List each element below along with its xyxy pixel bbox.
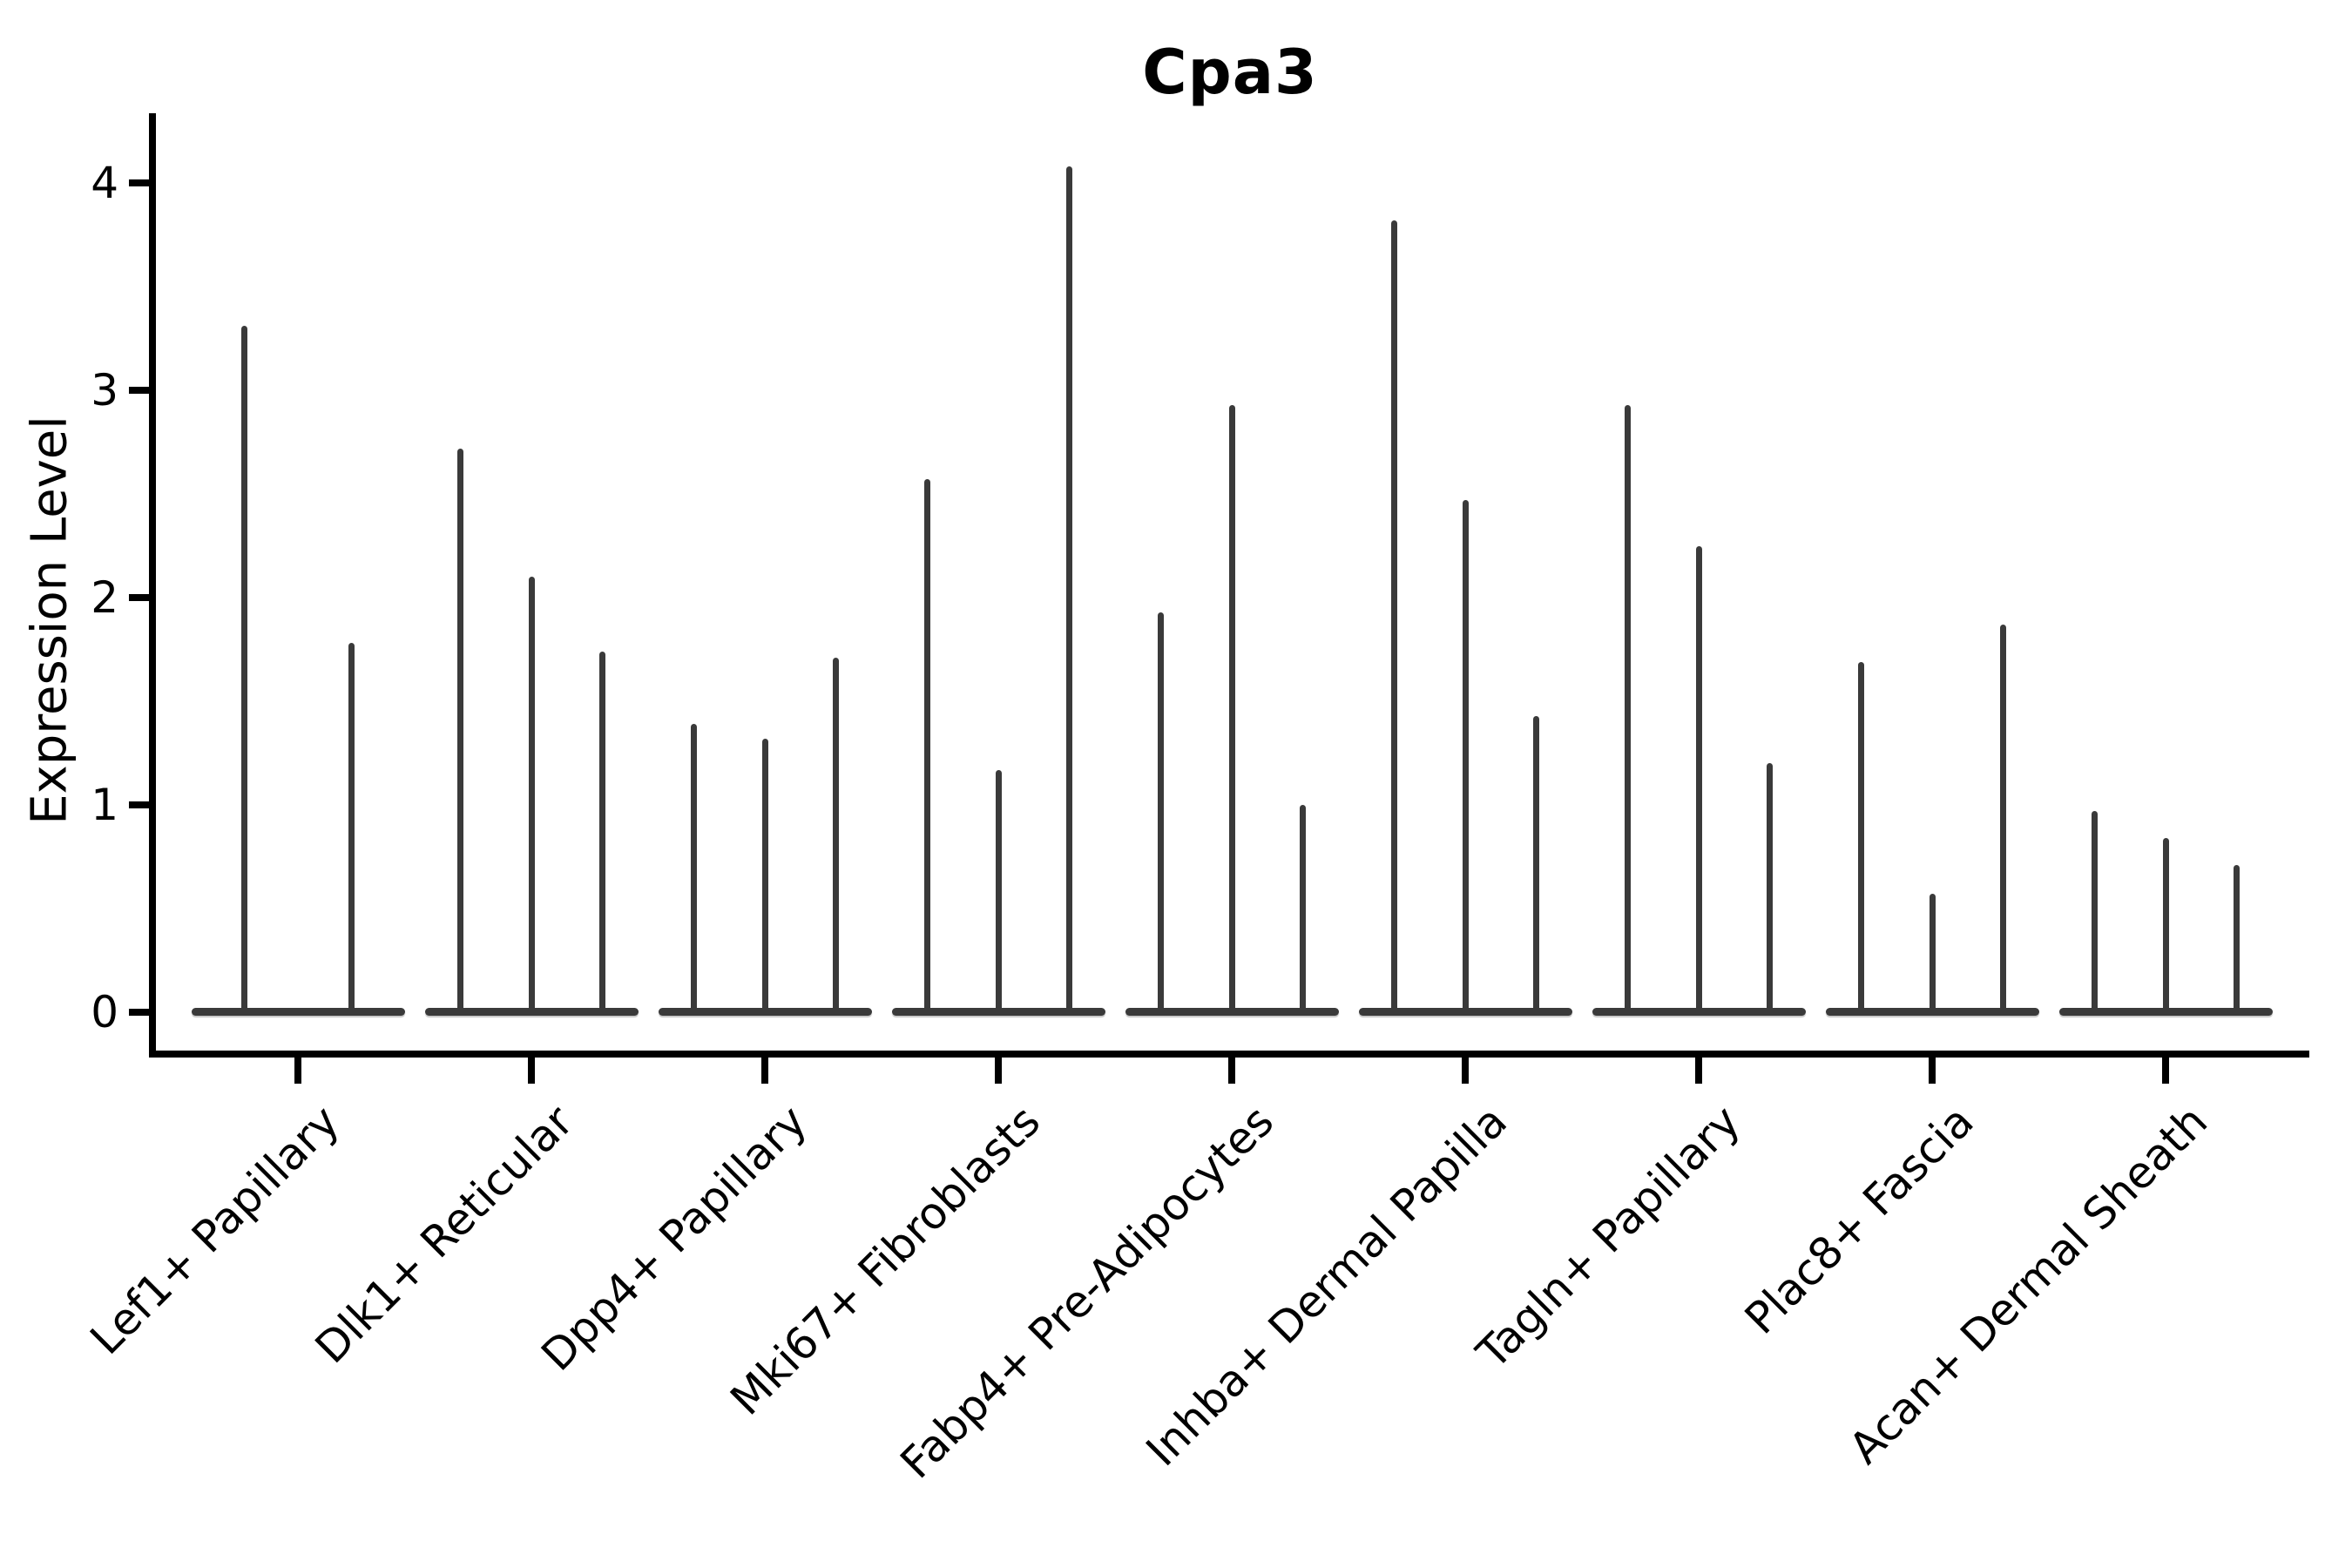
violin-spike — [1066, 166, 1073, 1012]
x-tick-mark — [528, 1058, 535, 1084]
y-tick-mark — [129, 1009, 150, 1016]
x-tick-mark — [1929, 1058, 1936, 1084]
y-tick-mark — [129, 801, 150, 808]
violin-spike — [1695, 545, 1702, 1012]
violin-spike — [1533, 715, 1540, 1012]
violin-spike — [1929, 894, 1936, 1012]
y-tick-mark — [129, 387, 150, 394]
violin-spike — [456, 448, 463, 1012]
x-axis-spine — [149, 1051, 2309, 1058]
violin-spike — [690, 724, 697, 1012]
violin-spike — [761, 738, 768, 1012]
y-axis-spine — [149, 113, 156, 1058]
x-tick-mark — [1695, 1058, 1702, 1084]
y-tick-label: 2 — [91, 572, 118, 623]
violin-spike — [1390, 220, 1397, 1012]
x-tick-mark — [995, 1058, 1002, 1084]
y-tick-mark — [129, 179, 150, 186]
violin-spike — [2162, 838, 2169, 1012]
violin-spike — [241, 326, 248, 1012]
violin-spike — [1624, 404, 1631, 1012]
y-tick-label: 3 — [91, 365, 118, 416]
violin-spike — [348, 643, 355, 1012]
violin-spike — [1228, 404, 1235, 1012]
x-tick-label: Fabp4+ Pre-Adipocytes — [890, 1096, 1284, 1489]
x-tick-mark — [1462, 1058, 1469, 1084]
violin-spike — [1767, 763, 1774, 1012]
x-tick-mark — [1228, 1058, 1235, 1084]
x-tick-mark — [761, 1058, 768, 1084]
violin-spike — [1300, 805, 1307, 1012]
x-tick-mark — [294, 1058, 301, 1084]
violin-spike — [2091, 811, 2098, 1012]
violin-spike — [599, 651, 606, 1012]
violin-baseline — [191, 1008, 405, 1016]
violin-spike — [1857, 661, 1864, 1012]
x-tick-mark — [2162, 1058, 2169, 1084]
y-tick-label: 4 — [91, 158, 118, 208]
y-tick-mark — [129, 594, 150, 601]
violin-spike — [2000, 624, 2007, 1012]
violin-spike — [1462, 500, 1469, 1012]
y-axis-label-text: Expression Level — [21, 416, 78, 825]
x-tick-label: Plac8+ Fascia — [1735, 1096, 1984, 1344]
violin-spike — [1157, 612, 1164, 1012]
violin-spike — [923, 479, 930, 1012]
y-tick-label: 1 — [91, 780, 118, 830]
violin-spike — [528, 577, 535, 1012]
violin-spike — [833, 658, 840, 1012]
x-tick-label: Lef1+ Papillary — [80, 1096, 350, 1365]
chart-title: Cpa3 — [1142, 37, 1318, 108]
x-tick-label: Dlk1+ Reticular — [305, 1096, 584, 1374]
y-tick-label: 0 — [91, 987, 118, 1037]
violin-spike — [995, 769, 1002, 1012]
violin-spike — [2234, 865, 2240, 1012]
